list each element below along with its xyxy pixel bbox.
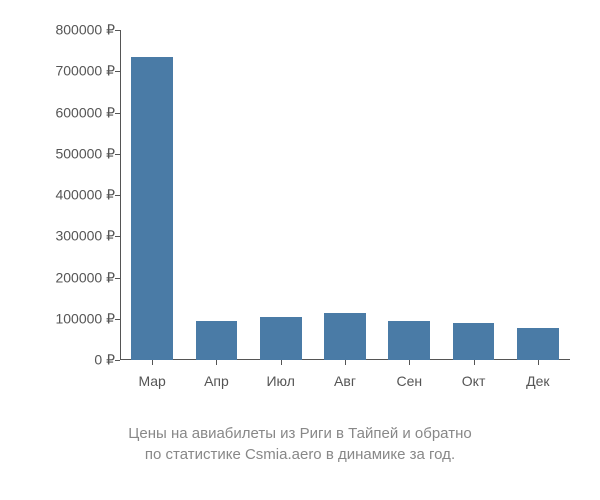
x-axis: Мар Апр Июл Авг Сен Окт Дек: [120, 365, 570, 395]
bar: [453, 323, 495, 360]
y-tick-label: 600000 ₽: [20, 104, 115, 121]
x-tick-label: Авг: [334, 373, 356, 389]
x-tick-label: Сен: [396, 373, 422, 389]
y-tick-label: 200000 ₽: [20, 269, 115, 286]
y-tick-mark: [115, 278, 120, 279]
chart-caption: Цены на авиабилеты из Риги в Тайпей и об…: [0, 423, 600, 465]
plot-area: [120, 30, 570, 360]
y-axis: 0 ₽100000 ₽200000 ₽300000 ₽400000 ₽50000…: [20, 30, 115, 360]
bar: [196, 321, 238, 360]
y-tick-mark: [115, 319, 120, 320]
y-tick-label: 500000 ₽: [20, 145, 115, 162]
bar: [388, 321, 430, 360]
x-tick-label: Окт: [462, 373, 486, 389]
bar: [260, 317, 302, 360]
y-tick-mark: [115, 236, 120, 237]
x-tick-label: Июл: [266, 373, 294, 389]
caption-line-1: Цены на авиабилеты из Риги в Тайпей и об…: [0, 423, 600, 444]
y-tick-mark: [115, 154, 120, 155]
price-chart: 0 ₽ 100000 ₽ 200000 ₽ 300000 ₽ 400000 ₽ 50000…: [20, 20, 580, 400]
y-tick-label: 100000 ₽: [20, 310, 115, 327]
y-tick-label: 800000 ₽: [20, 22, 115, 39]
y-tick-mark: [115, 195, 120, 196]
bar: [517, 328, 559, 360]
y-tick-mark: [115, 360, 120, 361]
y-tick-label: 0 ₽: [20, 352, 115, 369]
y-tick-label: 300000 ₽: [20, 228, 115, 245]
y-axis-line: [120, 30, 121, 360]
y-tick-label: 400000 ₽: [20, 187, 115, 204]
y-tick-label: 700000 ₽: [20, 63, 115, 80]
x-tick-label: Мар: [138, 373, 165, 389]
x-tick-label: Дек: [526, 373, 549, 389]
x-tick-label: Апр: [204, 373, 229, 389]
y-tick-mark: [115, 30, 120, 31]
caption-line-2: по статистике Csmia.aero в динамике за г…: [0, 444, 600, 465]
y-tick-mark: [115, 71, 120, 72]
bar: [131, 57, 173, 360]
bar: [324, 313, 366, 360]
y-tick-mark: [115, 113, 120, 114]
